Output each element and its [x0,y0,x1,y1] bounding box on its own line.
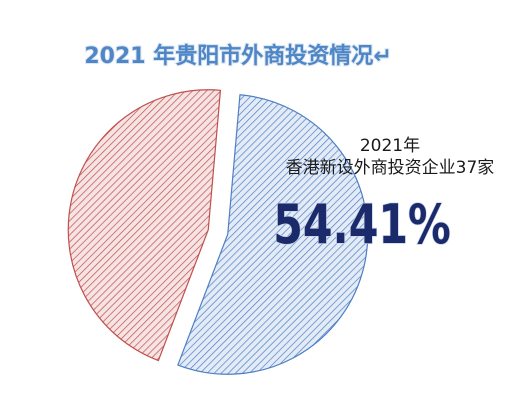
value-label: 54.41% [273,193,451,257]
annotation: 香港新设外商投资企业37家 [286,158,495,178]
pie-slice [67,89,222,362]
annotation: 2021年 [360,136,420,156]
chart-title: 2021 年贵阳市外商投资情况↵ [84,43,391,69]
pie-slice [177,94,369,375]
